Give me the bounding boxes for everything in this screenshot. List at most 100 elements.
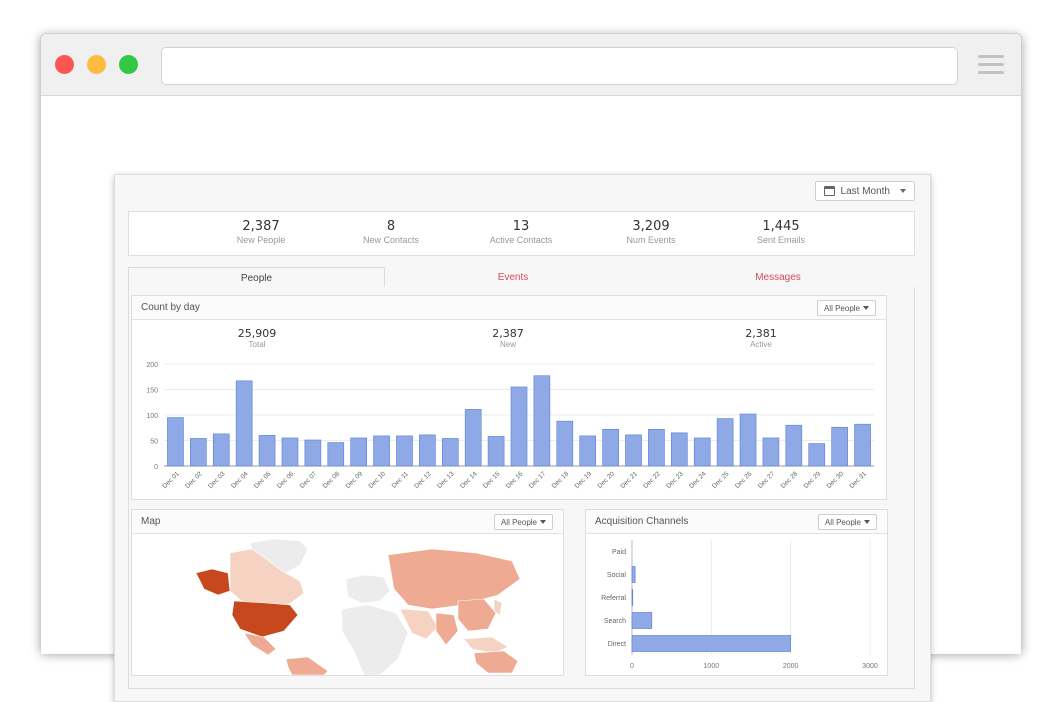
x-tick-label: Dec 10 xyxy=(367,470,387,490)
x-tick-label: Dec 22 xyxy=(642,470,662,490)
bar-dec-07[interactable] xyxy=(304,439,322,467)
date-range-button[interactable]: Last Month xyxy=(814,181,915,201)
y-tick-label: 150 xyxy=(146,388,158,395)
card-title: Count by day xyxy=(141,302,200,313)
region-africa[interactable] xyxy=(341,604,409,675)
x-tick-label: 0 xyxy=(630,663,634,670)
stat-value: 13 xyxy=(512,219,530,234)
bar-direct[interactable] xyxy=(631,635,791,652)
bar-dec-29[interactable] xyxy=(808,443,826,467)
region-russia-asia[interactable] xyxy=(387,548,521,610)
x-tick-label: Dec 17 xyxy=(528,470,548,490)
address-bar[interactable] xyxy=(161,47,958,85)
x-tick-label: Dec 15 xyxy=(482,470,502,490)
tab-people[interactable]: People xyxy=(128,267,385,288)
y-tick-label: Social xyxy=(607,572,627,579)
bar-dec-05[interactable] xyxy=(258,435,276,467)
region-mexico[interactable] xyxy=(243,632,277,656)
bar-dec-16[interactable] xyxy=(510,386,528,467)
stat-sent-emails: 1,445 Sent Emails xyxy=(716,219,846,245)
tab-events[interactable]: Events xyxy=(385,267,641,288)
region-alaska[interactable] xyxy=(195,568,231,596)
region-usa[interactable] xyxy=(231,600,299,638)
x-tick-label: Dec 23 xyxy=(665,470,685,490)
hamburger-menu-icon[interactable] xyxy=(978,55,1004,75)
region-australia[interactable] xyxy=(473,650,519,674)
bar-social[interactable] xyxy=(631,566,636,583)
region-japan[interactable] xyxy=(493,598,503,616)
bar-dec-06[interactable] xyxy=(281,437,299,467)
chevron-down-icon xyxy=(900,189,906,193)
bar-dec-30[interactable] xyxy=(831,426,848,467)
y-tick-label: Direct xyxy=(608,641,626,648)
x-tick-label: 1000 xyxy=(704,663,720,670)
region-indonesia[interactable] xyxy=(463,636,509,654)
summary-label: Active xyxy=(750,340,772,349)
bar-dec-11[interactable] xyxy=(396,435,413,467)
bar-dec-04[interactable] xyxy=(235,380,253,467)
browser-toolbar xyxy=(41,34,1021,96)
stat-active-contacts: 13 Active Contacts xyxy=(456,219,586,245)
bar-dec-08[interactable] xyxy=(327,442,345,467)
bar-dec-28[interactable] xyxy=(785,424,803,467)
people-tab-panel: Count by day All People 25,909 Total 2,3… xyxy=(128,287,915,689)
x-tick-label: Dec 05 xyxy=(253,470,273,490)
map-filter-dropdown[interactable]: All People xyxy=(493,514,553,530)
bar-dec-10[interactable] xyxy=(373,435,390,467)
bar-dec-17[interactable] xyxy=(533,375,551,467)
bar-search[interactable] xyxy=(631,612,653,629)
card-header: Acquisition Channels All People xyxy=(586,510,887,534)
bar-dec-26[interactable] xyxy=(739,413,757,467)
bar-dec-25[interactable] xyxy=(716,418,734,467)
x-tick-label: Dec 12 xyxy=(413,470,433,490)
bar-dec-09[interactable] xyxy=(350,437,367,467)
region-south-america[interactable] xyxy=(285,656,329,675)
tab-messages[interactable]: Messages xyxy=(641,267,915,288)
bar-dec-27[interactable] xyxy=(762,437,780,467)
acquisition-filter-dropdown[interactable]: All People xyxy=(817,514,877,530)
maximize-window-button[interactable] xyxy=(119,55,138,74)
stat-new-people: 2,387 New People xyxy=(196,219,326,245)
dashboard: Last Month 2,387 New People 8 New Contac… xyxy=(114,174,931,702)
bar-dec-13[interactable] xyxy=(441,438,459,467)
bar-dec-03[interactable] xyxy=(212,433,230,467)
summary-value: 25,909 xyxy=(237,327,277,340)
summary-value: 2,381 xyxy=(745,327,777,340)
chevron-down-icon xyxy=(864,520,870,524)
bar-dec-14[interactable] xyxy=(464,409,482,467)
region-china[interactable] xyxy=(457,598,497,632)
bar-dec-15[interactable] xyxy=(487,436,505,467)
bar-referral[interactable] xyxy=(631,589,634,606)
stat-label: New Contacts xyxy=(362,235,420,245)
summary-label: Total xyxy=(248,340,266,349)
bar-dec-21[interactable] xyxy=(625,434,642,467)
x-tick-label: Dec 04 xyxy=(230,470,250,490)
summary-total: 25,909 Total xyxy=(212,327,302,349)
bar-dec-22[interactable] xyxy=(648,428,665,467)
bar-dec-19[interactable] xyxy=(579,435,597,467)
region-india[interactable] xyxy=(435,612,459,646)
bar-dec-31[interactable] xyxy=(854,423,871,467)
stat-value: 3,209 xyxy=(632,219,670,234)
region-europe[interactable] xyxy=(345,574,391,604)
bar-dec-20[interactable] xyxy=(602,428,619,467)
tab-bar: People Events Messages xyxy=(128,267,915,288)
bar-dec-01[interactable] xyxy=(167,417,184,467)
people-filter-dropdown[interactable]: All People xyxy=(816,300,876,316)
region-canada[interactable] xyxy=(229,548,305,608)
region-middle-east[interactable] xyxy=(399,608,439,640)
close-window-button[interactable] xyxy=(55,55,74,74)
stat-value: 2,387 xyxy=(242,219,280,234)
bar-dec-02[interactable] xyxy=(190,438,207,467)
bar-dec-23[interactable] xyxy=(671,432,688,467)
x-tick-label: Dec 27 xyxy=(757,470,777,490)
y-tick-label: Search xyxy=(604,618,626,625)
x-tick-label: Dec 30 xyxy=(826,470,846,490)
x-tick-label: Dec 31 xyxy=(848,470,868,490)
minimize-window-button[interactable] xyxy=(87,55,106,74)
bar-dec-24[interactable] xyxy=(693,437,711,467)
bar-dec-18[interactable] xyxy=(556,420,574,467)
bar-dec-12[interactable] xyxy=(419,434,436,467)
world-map[interactable] xyxy=(132,535,563,675)
